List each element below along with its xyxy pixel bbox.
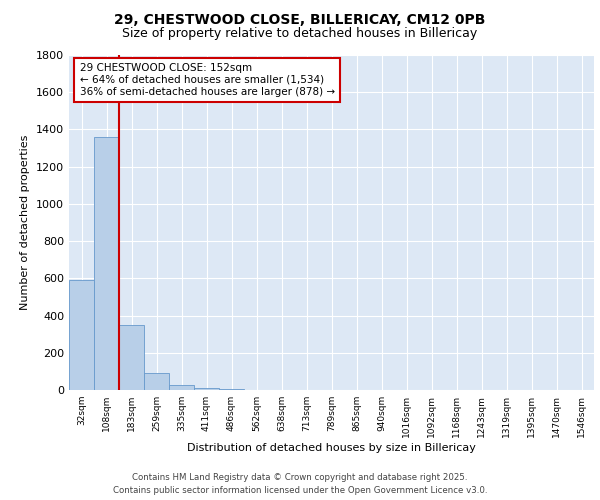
Bar <box>69 280 94 390</box>
Text: 29 CHESTWOOD CLOSE: 152sqm
← 64% of detached houses are smaller (1,534)
36% of s: 29 CHESTWOOD CLOSE: 152sqm ← 64% of deta… <box>79 64 335 96</box>
Bar <box>194 388 219 390</box>
X-axis label: Distribution of detached houses by size in Billericay: Distribution of detached houses by size … <box>187 442 476 452</box>
Bar <box>94 137 119 390</box>
Bar <box>119 325 144 390</box>
Text: Contains HM Land Registry data © Crown copyright and database right 2025.
Contai: Contains HM Land Registry data © Crown c… <box>113 474 487 495</box>
Bar <box>219 389 244 390</box>
Text: 29, CHESTWOOD CLOSE, BILLERICAY, CM12 0PB: 29, CHESTWOOD CLOSE, BILLERICAY, CM12 0P… <box>115 12 485 26</box>
Bar <box>169 385 194 390</box>
Text: Size of property relative to detached houses in Billericay: Size of property relative to detached ho… <box>122 28 478 40</box>
Y-axis label: Number of detached properties: Number of detached properties <box>20 135 31 310</box>
Bar <box>144 373 169 390</box>
